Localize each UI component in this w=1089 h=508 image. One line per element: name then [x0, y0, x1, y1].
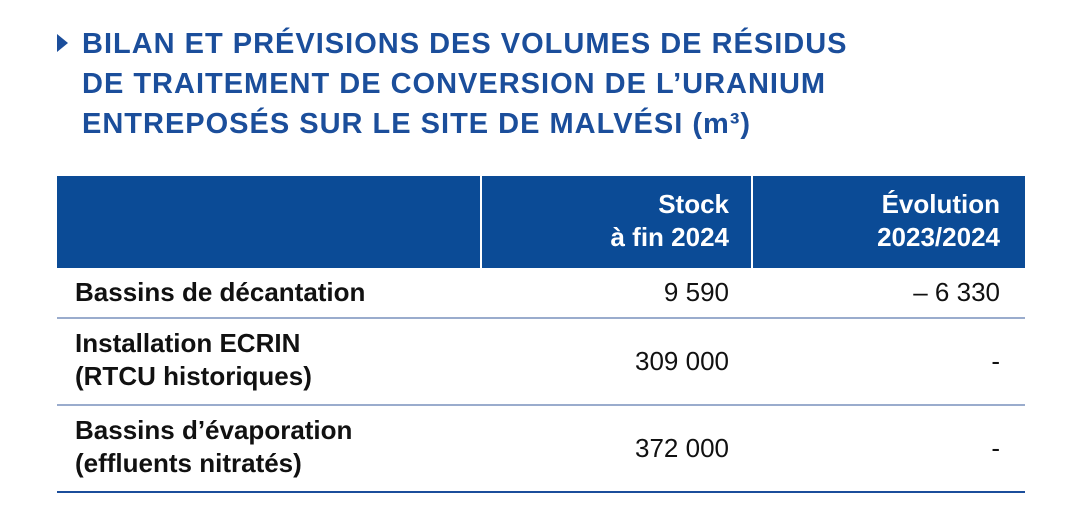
- cell: 9 590: [663, 277, 729, 307]
- table-row: Bassins d’évaporation (effluents nitraté…: [57, 406, 1025, 493]
- header-line: Stock: [658, 189, 729, 219]
- row-label: Bassins de décantation: [75, 276, 365, 309]
- title-line: DE TRAITEMENT DE CONVERSION DE L’URANIUM: [82, 68, 827, 100]
- header-cell: Évolution 2023/2024: [877, 188, 1000, 254]
- row-label: Installation ECRIN (RTCU historiques): [75, 327, 312, 393]
- cell: – 6 330: [913, 277, 1000, 307]
- title-line: ENTREPOSÉS SUR LE SITE DE MALVÉSI (m³): [82, 108, 752, 140]
- title-marker: [57, 34, 68, 52]
- cell: -: [991, 433, 1000, 463]
- row-label-line: (effluents nitratés): [75, 448, 302, 478]
- header-line: 2023/2024: [877, 222, 1000, 252]
- header-line: à fin 2024: [610, 222, 729, 252]
- row-label-line: (RTCU historiques): [75, 361, 312, 391]
- row-label: Bassins d’évaporation (effluents nitraté…: [75, 414, 352, 480]
- table-row: Bassins de décantation 9 590 – 6 330: [57, 268, 1025, 319]
- column-separator: [480, 176, 482, 268]
- table-header: Stock à fin 2024 Évolution 2023/2024: [57, 176, 1025, 268]
- row-label-line: Bassins d’évaporation: [75, 415, 353, 445]
- column-separator: [751, 176, 753, 268]
- cell: 309 000: [635, 346, 729, 376]
- header-line: Évolution: [881, 189, 1000, 219]
- header-cell: Stock à fin 2024: [610, 188, 729, 254]
- cell: -: [991, 346, 1000, 376]
- row-label-line: Bassins de décantation: [75, 277, 366, 307]
- table-row: Installation ECRIN (RTCU historiques) 30…: [57, 319, 1025, 406]
- cell: 372 000: [635, 433, 729, 463]
- title-line: BILAN ET PRÉVISIONS DES VOLUMES DE RÉSID…: [82, 28, 848, 60]
- title: BILAN ET PRÉVISIONS DES VOLUMES DE RÉSID…: [82, 24, 848, 144]
- row-label-line: Installation ECRIN: [75, 328, 301, 358]
